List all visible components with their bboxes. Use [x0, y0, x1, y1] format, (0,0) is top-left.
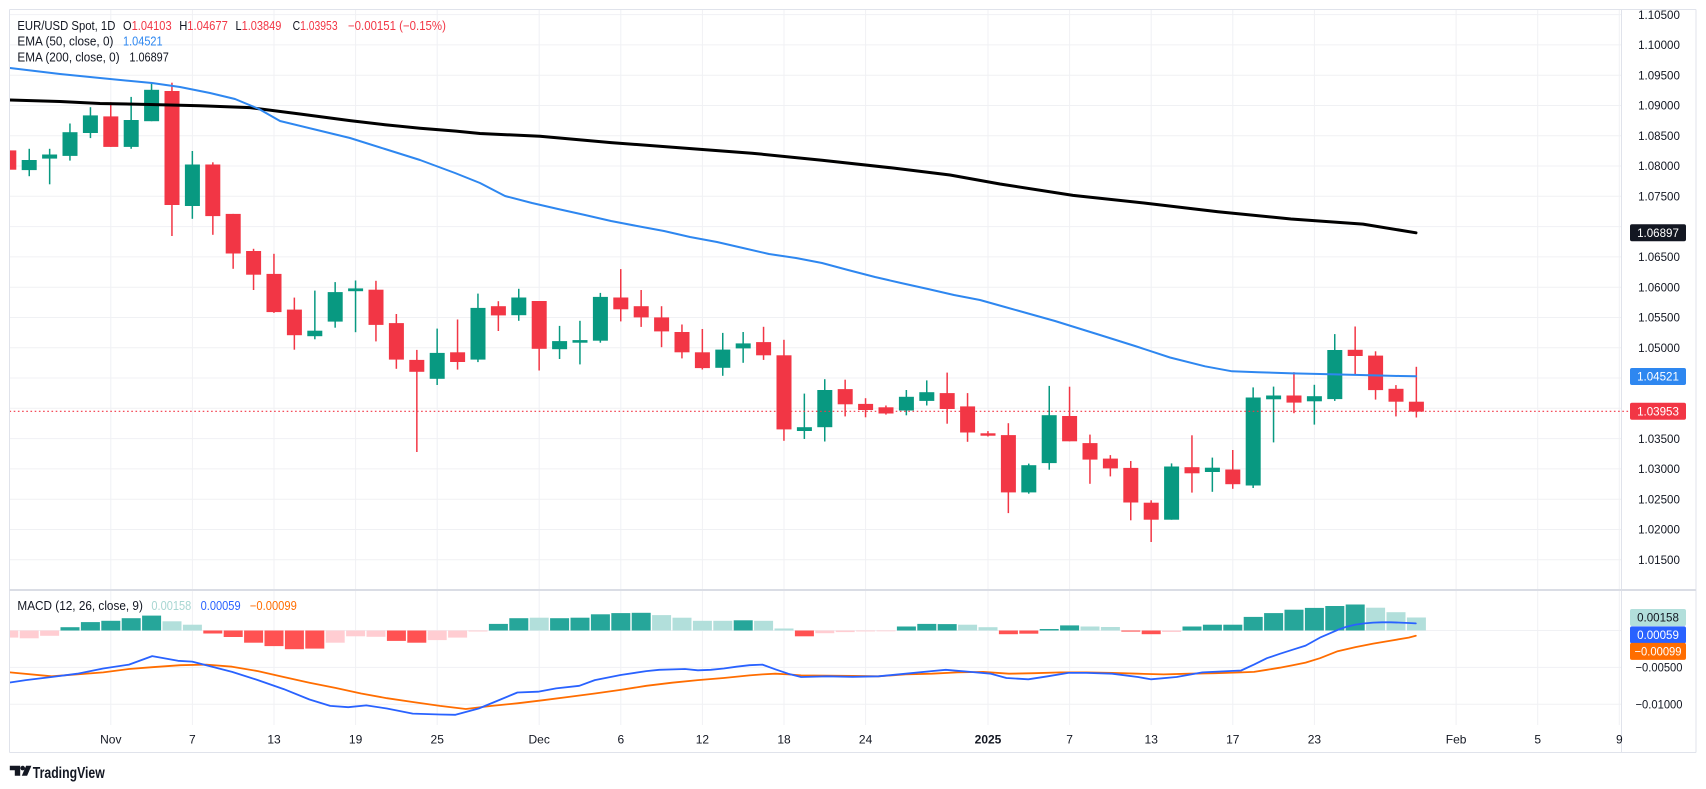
svg-text:25: 25	[431, 733, 445, 747]
svg-text:6: 6	[617, 733, 624, 747]
svg-text:1.01500: 1.01500	[1638, 553, 1680, 567]
svg-text:−0.01000: −0.01000	[1636, 698, 1683, 712]
svg-text:Nov: Nov	[100, 733, 121, 747]
svg-text:L1.03849: L1.03849	[236, 19, 282, 33]
svg-text:1.10000: 1.10000	[1638, 38, 1680, 52]
svg-text:0.00059: 0.00059	[201, 599, 241, 613]
svg-text:13: 13	[267, 733, 281, 747]
svg-text:1.06897: 1.06897	[1637, 226, 1679, 240]
svg-text:9: 9	[1616, 733, 1623, 747]
svg-text:1.03953: 1.03953	[1637, 405, 1679, 419]
svg-text:Feb: Feb	[1446, 733, 1467, 747]
svg-text:H1.04677: H1.04677	[179, 19, 228, 33]
svg-text:1.02000: 1.02000	[1638, 523, 1680, 537]
svg-text:−0.00500: −0.00500	[1636, 661, 1683, 675]
svg-text:1.08500: 1.08500	[1638, 129, 1680, 143]
svg-text:−0.00151 (−0.15%): −0.00151 (−0.15%)	[348, 19, 446, 33]
svg-text:1.04521: 1.04521	[123, 34, 163, 48]
svg-text:EUR/USD Spot, 1D: EUR/USD Spot, 1D	[17, 19, 115, 33]
svg-text:1.06897: 1.06897	[129, 51, 168, 65]
svg-text:12: 12	[696, 733, 710, 747]
svg-text:1.10500: 1.10500	[1638, 8, 1680, 22]
svg-text:7: 7	[1066, 733, 1073, 747]
svg-text:O1.04103: O1.04103	[123, 19, 172, 33]
svg-text:2025: 2025	[975, 733, 1002, 747]
svg-text:MACD (12, 26, close, 9): MACD (12, 26, close, 9)	[17, 599, 142, 613]
svg-text:23: 23	[1308, 733, 1322, 747]
svg-text:7: 7	[189, 733, 196, 747]
svg-text:0.00158: 0.00158	[151, 599, 191, 613]
svg-text:0.00158: 0.00158	[1637, 611, 1679, 625]
svg-text:−0.00099: −0.00099	[1635, 645, 1682, 659]
svg-text:EMA (200, close, 0): EMA (200, close, 0)	[17, 51, 119, 65]
svg-text:1.02500: 1.02500	[1638, 492, 1680, 506]
svg-text:1.08000: 1.08000	[1638, 159, 1680, 173]
svg-text:1.05500: 1.05500	[1638, 311, 1680, 325]
svg-text:1.05000: 1.05000	[1638, 341, 1680, 355]
svg-text:1.03000: 1.03000	[1638, 462, 1680, 476]
svg-text:C1.03953: C1.03953	[293, 19, 338, 33]
svg-text:13: 13	[1145, 733, 1159, 747]
svg-text:EMA (50, close, 0): EMA (50, close, 0)	[17, 34, 113, 48]
svg-text:1.09000: 1.09000	[1638, 99, 1680, 113]
svg-text:24: 24	[859, 733, 873, 747]
svg-text:TradingView: TradingView	[33, 765, 106, 782]
svg-text:18: 18	[777, 733, 791, 747]
svg-text:5: 5	[1534, 733, 1541, 747]
svg-text:1.06000: 1.06000	[1638, 280, 1680, 294]
svg-text:1.06500: 1.06500	[1638, 250, 1680, 264]
svg-text:1.04521: 1.04521	[1637, 370, 1679, 384]
svg-text:1.09500: 1.09500	[1638, 68, 1680, 82]
svg-text:1.07500: 1.07500	[1638, 190, 1680, 204]
svg-text:19: 19	[349, 733, 363, 747]
svg-text:−0.00099: −0.00099	[250, 599, 297, 613]
svg-text:Dec: Dec	[529, 733, 550, 747]
svg-text:0.00059: 0.00059	[1637, 628, 1679, 642]
svg-text:17: 17	[1226, 733, 1240, 747]
svg-text:1.03500: 1.03500	[1638, 432, 1680, 446]
